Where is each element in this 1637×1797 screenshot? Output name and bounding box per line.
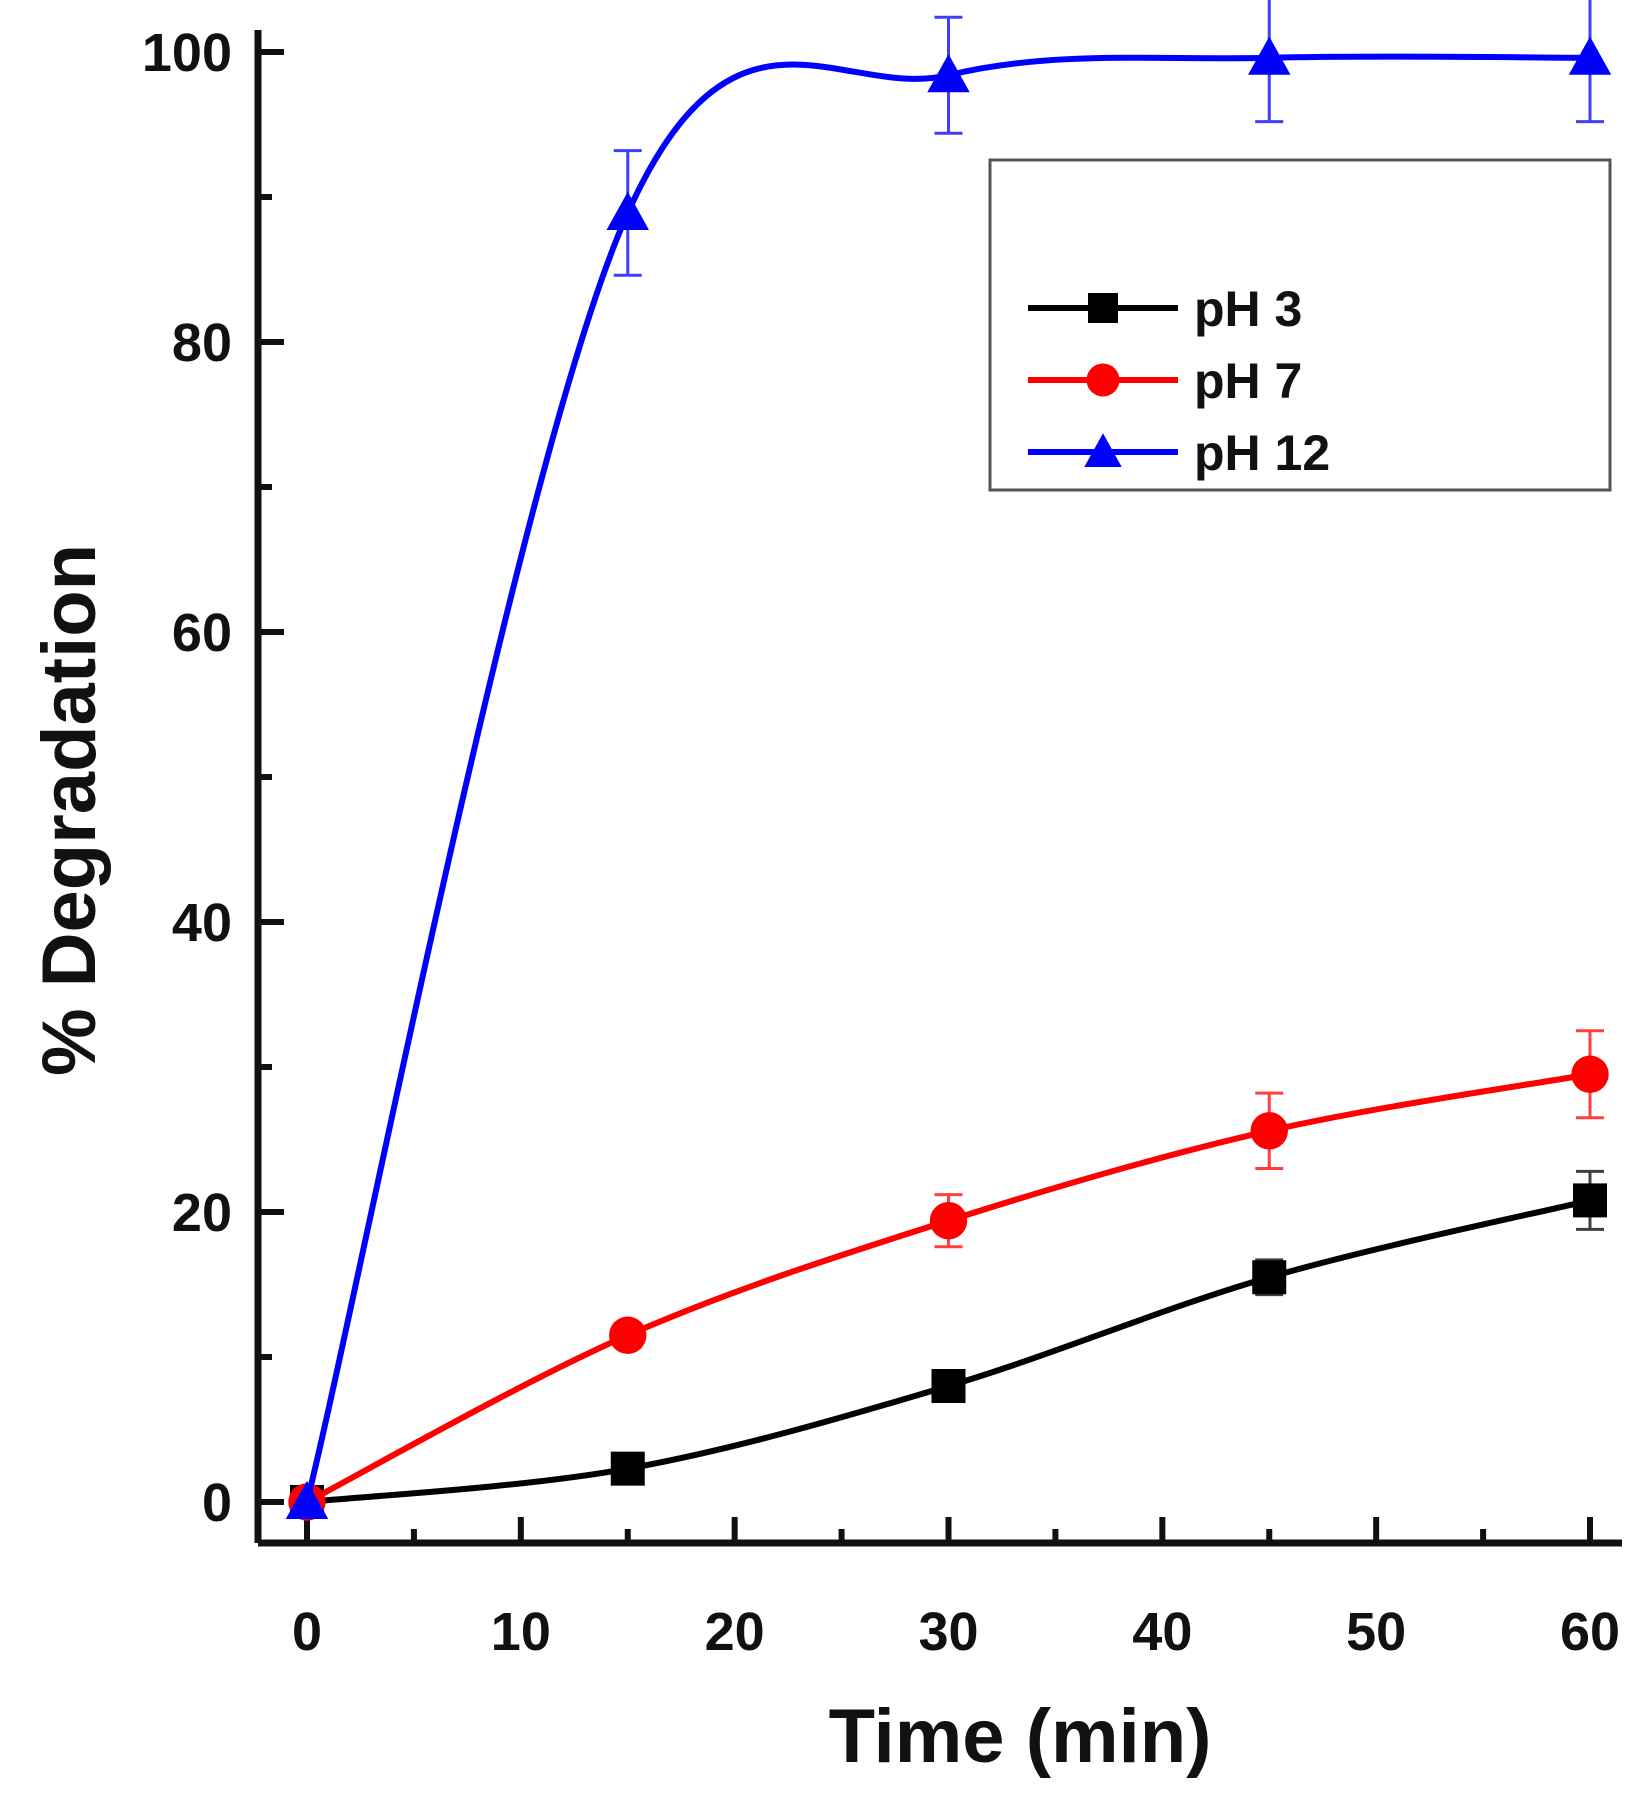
x-tick-label: 0 [292,1602,322,1662]
x-tick-label: 60 [1560,1602,1620,1662]
legend-label: pH 3 [1194,281,1302,337]
y-tick-label: 60 [172,603,232,663]
series-ph-12 [285,0,1612,1519]
series-line [305,1071,1591,1505]
y-tick-label: 100 [142,23,232,83]
x-tick-label: 10 [491,1602,551,1662]
x-ticks: 0 10 20 30 40 50 60 [292,1517,1620,1662]
legend: pH 3 pH 7 pH 12 [988,158,1612,492]
series-ph-3 [290,1169,1607,1519]
data-point [927,53,970,93]
y-tick-label: 40 [172,893,232,953]
series-ph-7 [288,1029,1609,1521]
legend-marker [1088,293,1118,323]
legend-label: pH 7 [1194,353,1302,409]
y-tick-label: 20 [172,1183,232,1243]
x-tick-label: 50 [1346,1602,1406,1662]
x-tick-label: 30 [918,1602,978,1662]
legend-box [988,158,1612,492]
x-tick-label: 20 [705,1602,765,1662]
y-tick-label: 0 [202,1473,232,1533]
series-layer [285,0,1612,1521]
data-point [929,1202,968,1240]
data-point [1573,1183,1607,1218]
data-point [285,1480,329,1519]
legend-label: pH 12 [1194,425,1330,481]
data-point [1252,1260,1287,1295]
x-axis-title: Time (min) [829,1694,1212,1779]
data-point [1250,1112,1288,1150]
legend-marker [1086,363,1120,397]
legend-item: pH 12 [1028,425,1330,481]
data-point [606,191,649,230]
y-tick-label: 80 [172,313,232,373]
data-point [610,1451,645,1486]
data-point [1568,36,1612,75]
data-point [1571,1055,1609,1093]
y-ticks: 0 20 40 60 80 100 [142,23,284,1533]
x-tick-label: 40 [1132,1602,1192,1662]
data-point [609,1316,647,1354]
legend-item: pH 3 [1028,281,1302,337]
y-axis-title: % Degradation [27,544,112,1076]
legend-marker [1084,433,1122,467]
legend-item: pH 7 [1028,353,1302,409]
series-line [304,53,1591,1503]
data-point [1248,36,1291,75]
data-point [931,1369,966,1403]
axes: 0 10 20 30 40 50 60 0 20 40 60 80 100 [142,23,1622,1662]
